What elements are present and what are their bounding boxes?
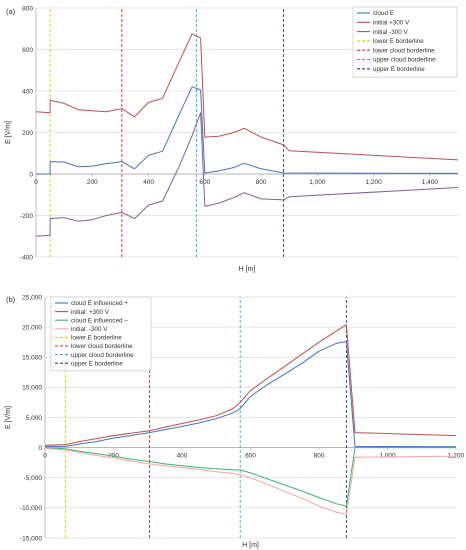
y-tick-label: 5,000 (26, 415, 43, 422)
series-line (35, 33, 459, 161)
x-tick-label: 200 (87, 179, 98, 186)
x-tick-label: 800 (256, 179, 267, 186)
x-axis-label: H [m] (239, 266, 256, 273)
panel-label: (b) (6, 295, 16, 304)
legend-entry: initial: -300 V (71, 326, 108, 333)
x-tick-label: 600 (199, 179, 210, 186)
panel-label: (a) (6, 7, 16, 16)
series-line (45, 341, 457, 448)
x-tick-label: 800 (314, 453, 325, 460)
x-axis-label: H [m] (242, 542, 259, 549)
x-tick-label: 600 (245, 453, 256, 460)
legend-entry: cloud E influenced + (71, 300, 128, 307)
y-tick-label: 10,000 (22, 385, 42, 392)
legend-entry: initial +300 V (373, 20, 410, 27)
y-tick-label: -10,000 (20, 505, 42, 512)
series-line (44, 324, 457, 446)
series-line (36, 86, 459, 175)
y-tick-label: -200 (20, 213, 33, 220)
x-tick-label: 0 (43, 453, 47, 460)
x-tick-label: 1,000 (379, 453, 396, 460)
y-axis-label: E [V/m] (5, 406, 12, 429)
x-tick-label: 400 (177, 453, 188, 460)
x-tick-label: 1,000 (309, 179, 326, 186)
legend-box (352, 6, 458, 78)
x-tick-label: 1,200 (448, 453, 465, 460)
y-tick-label: -15,000 (20, 535, 42, 542)
y-tick-label: 600 (22, 47, 33, 54)
series-line (44, 447, 457, 515)
legend-entry: cloud E influenced – (71, 317, 128, 324)
y-tick-label: 200 (22, 130, 33, 137)
legend: cloud E influenced + initial: +300 Vcloud… (50, 296, 152, 372)
chart-panel-2: -15,000 -10,000 -5,000 0 5,000 10,000 15,000 20… (5, 294, 465, 549)
legend-entry: upper cloud borderline (373, 57, 436, 64)
legend-entry: lower cloud borderline (373, 47, 435, 54)
chart-panel-1: -400 -200 0 200 400 600 800 0 200 400 600 800 1,000 1… (5, 5, 459, 273)
legend-entry: initial -300 V (373, 29, 408, 36)
x-tick-label: 1,400 (422, 179, 439, 186)
y-axis-label: E [V/m] (5, 121, 12, 144)
legend-entry: upper cloud borderline (71, 352, 134, 359)
y-tick-label: 0 (29, 171, 33, 178)
x-tick-label: 400 (143, 179, 154, 186)
series-line (44, 447, 456, 507)
x-tick-label: 0 (34, 179, 38, 186)
y-tick-label: 800 (22, 5, 33, 12)
y-tick-label: 0 (38, 445, 42, 452)
legend-entry: cloud E (373, 10, 394, 17)
x-tick-label: 1,200 (365, 179, 382, 186)
y-tick-label: 15,000 (22, 355, 42, 362)
y-tick-label: -400 (20, 254, 33, 261)
legend-entry: lower E borderline (373, 38, 424, 45)
legend-entry: lower cloud borderline (71, 343, 133, 350)
legend-entry: upper E borderline (373, 66, 425, 73)
y-tick-label: 25,000 (22, 294, 42, 301)
y-tick-label: -5,000 (24, 475, 43, 482)
legend: cloud E initial +300 V initial -300 V lower… (352, 6, 458, 78)
legend-entry: lower E borderline (71, 335, 122, 342)
y-tick-label: 20,000 (22, 324, 42, 331)
series-line (35, 112, 459, 237)
legend-box (50, 296, 152, 372)
legend-entry: upper E borderline (71, 360, 123, 367)
legend-entry: initial: +300 V (71, 309, 110, 316)
y-tick-label: 400 (22, 88, 33, 95)
